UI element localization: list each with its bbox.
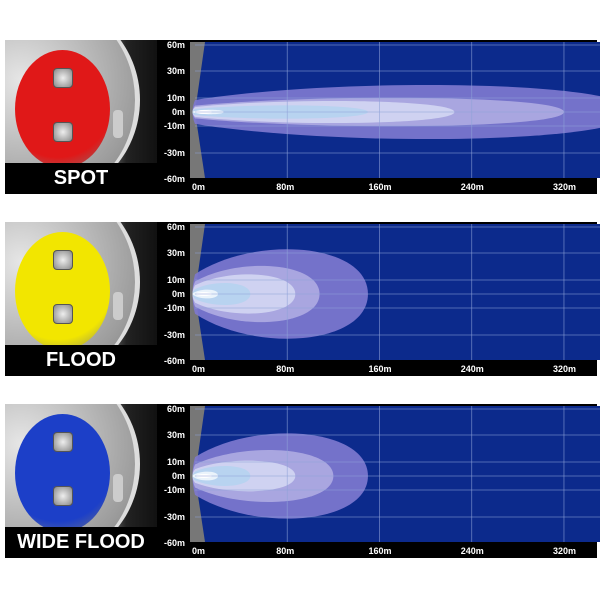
x-tick-label: 160m	[368, 364, 392, 374]
beam-panel: FLOOD 60m 30m 10m 0m -10m -30m -60m 0m 80m 160m 240…	[5, 222, 600, 376]
mount-tab	[113, 110, 123, 138]
beam-type-label: SPOT	[5, 163, 157, 194]
bolt-icon	[53, 250, 73, 270]
x-tick-label: 0m	[192, 182, 206, 192]
x-tick-label: 320m	[552, 182, 576, 192]
x-tick-label: 240m	[460, 364, 484, 374]
y-tick-label: 30m	[166, 66, 185, 76]
y-tick-label: 60m	[166, 222, 185, 232]
mount-tab	[113, 474, 123, 502]
beam-panel: WIDE FLOOD 60m 30m 10m 0m -10m -30m -60m 0m 80m 16…	[5, 404, 600, 558]
y-tick-label: 0m	[171, 107, 185, 117]
y-tick-label: -30m	[163, 148, 185, 158]
beam-chart	[190, 42, 600, 178]
x-tick-label: 240m	[460, 182, 484, 192]
light-photo: SPOT	[5, 40, 157, 194]
x-tick-label: 240m	[460, 546, 484, 556]
y-tick-label: -10m	[163, 485, 185, 495]
y-tick-label: 0m	[171, 471, 185, 481]
beam-panel: SPOT 60m 30m 10m 0m -10m -30m -60m 0m 80m 160m 240m…	[5, 40, 600, 194]
x-tick-label: 320m	[552, 546, 576, 556]
x-tick-label: 320m	[552, 364, 576, 374]
y-tick-label: 30m	[166, 430, 185, 440]
y-tick-label: -60m	[163, 538, 185, 548]
x-tick-label: 80m	[276, 182, 295, 192]
y-tick-label: -30m	[163, 330, 185, 340]
y-tick-label: -60m	[163, 174, 185, 184]
bolt-icon	[53, 122, 73, 142]
y-tick-label: 60m	[166, 404, 185, 414]
y-tick-label: 0m	[171, 289, 185, 299]
x-tick-label: 0m	[192, 546, 206, 556]
bolt-icon	[53, 486, 73, 506]
y-tick-label: 60m	[166, 40, 185, 50]
y-tick-label: -10m	[163, 303, 185, 313]
y-tick-label: -30m	[163, 512, 185, 522]
y-tick-label: -60m	[163, 356, 185, 366]
x-tick-label: 80m	[276, 546, 295, 556]
beam-chart	[190, 406, 600, 542]
bolt-icon	[53, 304, 73, 324]
x-tick-label: 160m	[368, 182, 392, 192]
y-tick-label: 10m	[166, 457, 185, 467]
x-tick-label: 160m	[368, 546, 392, 556]
x-tick-label: 0m	[192, 364, 206, 374]
beam-type-label: FLOOD	[5, 345, 157, 376]
light-photo: WIDE FLOOD	[5, 404, 157, 558]
beam-type-label: WIDE FLOOD	[5, 527, 157, 558]
y-tick-label: 30m	[166, 248, 185, 258]
bolt-icon	[53, 432, 73, 452]
beam-chart	[190, 224, 600, 360]
y-tick-label: 10m	[166, 275, 185, 285]
bolt-icon	[53, 68, 73, 88]
light-photo: FLOOD	[5, 222, 157, 376]
y-tick-label: -10m	[163, 121, 185, 131]
y-tick-label: 10m	[166, 93, 185, 103]
mount-tab	[113, 292, 123, 320]
x-tick-label: 80m	[276, 364, 295, 374]
